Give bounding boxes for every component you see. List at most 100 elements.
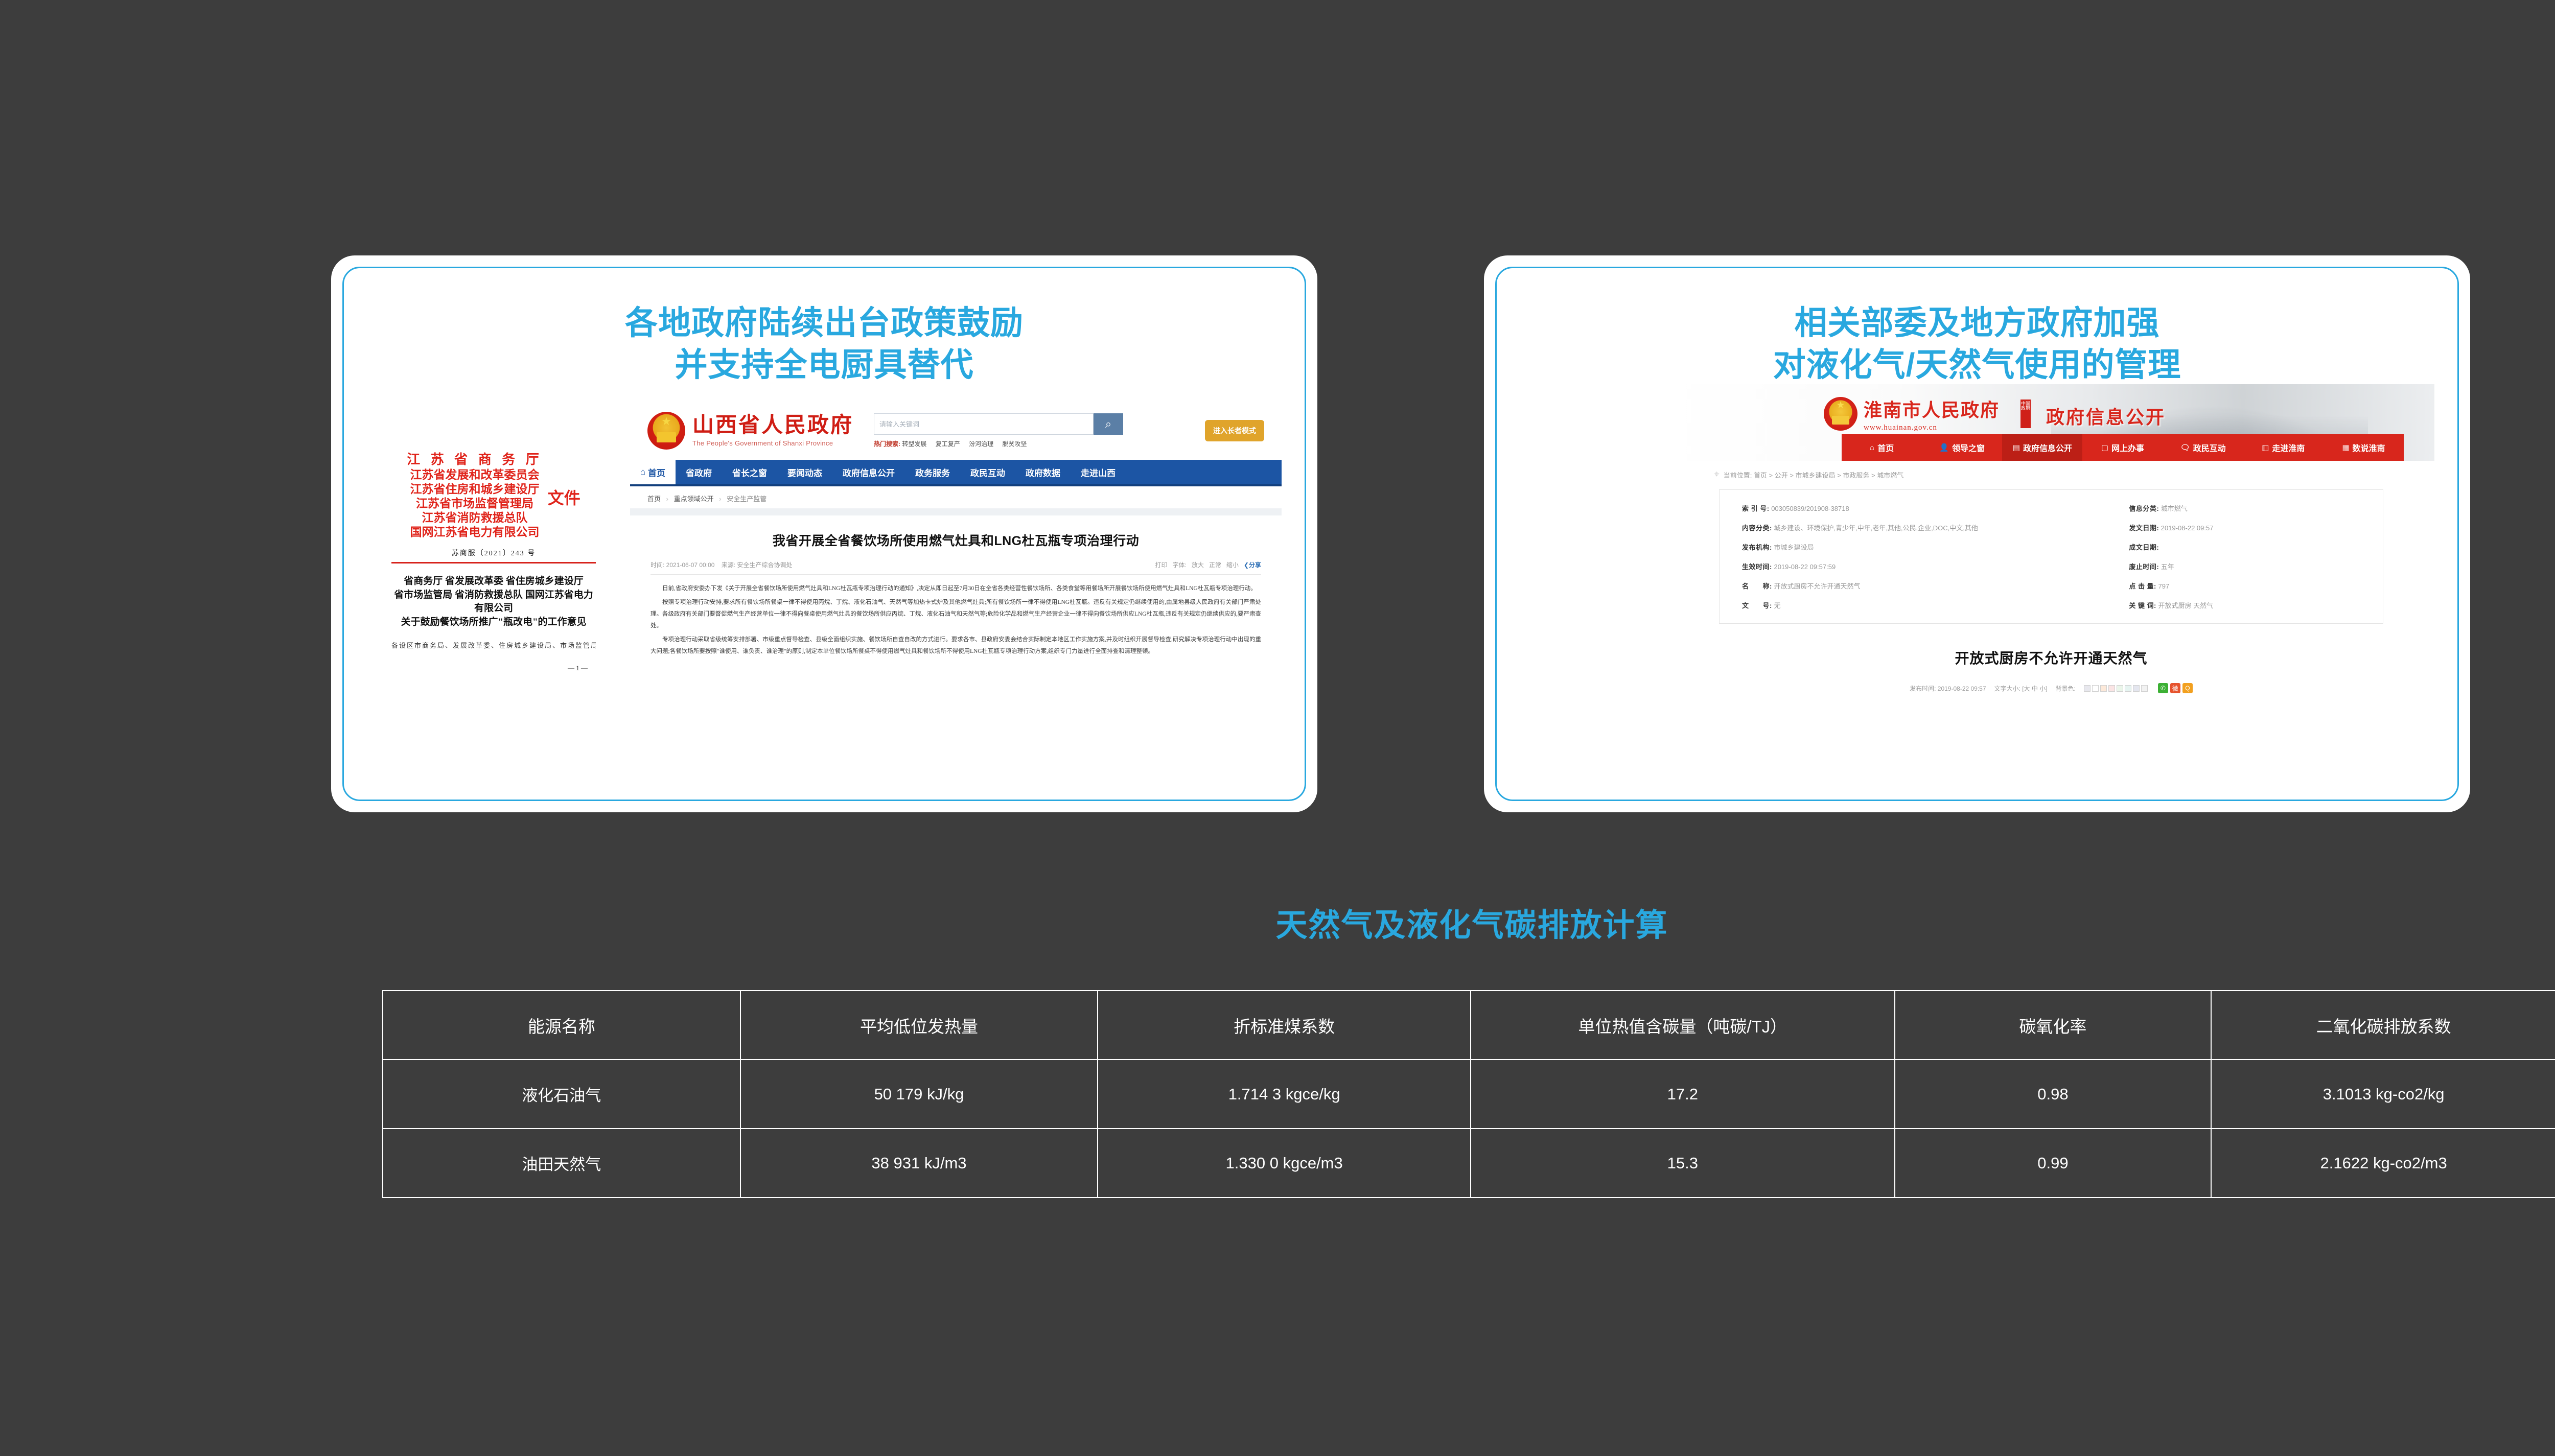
cell-coal-coefficient: 1.714 3 kgce/kg (1097, 1059, 1471, 1129)
hot-term-1[interactable]: 复工复产 (935, 440, 960, 448)
column-header-carbon-per-heat: 单位热值含碳量（吨碳/TJ） (1470, 990, 1895, 1060)
weibo-icon[interactable]: 微 (2170, 683, 2180, 693)
nav-item-info-disclosure[interactable]: ▤ 政府信息公开 (2002, 434, 2083, 461)
meta-name-label: 名 称: (1742, 582, 1772, 590)
bg-swatch-5[interactable] (2124, 685, 2131, 692)
print-button[interactable]: 打印 (1155, 561, 1168, 569)
card-left-title-line2: 并支持全电厨具替代 (675, 346, 974, 383)
meta-content-category-label: 内容分类: (1742, 524, 1772, 532)
nav-item-news[interactable]: 要闻动态 (787, 468, 822, 478)
search-input[interactable]: 请输入关键词 (874, 413, 1094, 435)
nav-item-info-disclosure-label: 政府信息公开 (2023, 444, 2072, 453)
content-band-divider (630, 508, 1282, 515)
hot-search-row: 热门搜索: 转型发展 复工复产 汾河治理 脱贫攻坚 (874, 439, 1196, 448)
huainan-brand-url: www.huainan.gov.cn (1864, 424, 1937, 432)
meta-index-number-value: 003050839/201908-38718 (1771, 505, 1849, 512)
font-larger-button[interactable]: 放大 (1191, 561, 1204, 569)
breadcrumb-item-2: 安全生产监管 (727, 495, 767, 503)
shanxi-search-area: 请输入关键词 ⌕ 热门搜索: 转型发展 复工复产 汾河治理 脱贫攻坚 (874, 413, 1196, 448)
section-title: 天然气及液化气碳排放计算 (1275, 908, 1668, 943)
document-title: 省商务厅 省发展改革委 省住房城乡建设厅 省市场监管局 省消防救援总队 国网江苏… (391, 575, 596, 629)
nav-item-home[interactable]: ⌂ 首页 (1842, 434, 1922, 461)
article-title: 我省开展全省餐饮场所使用燃气灶具和LNG杜瓦瓶专项治理行动 (772, 534, 1140, 548)
article-fontsize-control[interactable]: 文字大小: [大 中 小] (1994, 685, 2048, 692)
meta-keywords-value: 开放式厨房 天然气 (2158, 602, 2214, 609)
huainan-brand-cn: 淮南市人民政府 (1864, 400, 2000, 420)
national-emblem-icon (1824, 397, 1857, 431)
bg-swatch-3[interactable] (2108, 685, 2115, 692)
nav-item-online-services[interactable]: ▢ 网上办事 (2082, 434, 2163, 461)
nav-item-interaction[interactable]: 政民互动 (970, 468, 1005, 478)
share-label: 分享 (1248, 561, 1261, 569)
font-normal-button[interactable]: 正常 (1209, 561, 1221, 569)
nav-item-about-huainan[interactable]: ▥ 走进淮南 (2243, 434, 2324, 461)
nav-item-provincial-government[interactable]: 省政府 (686, 468, 712, 478)
book-icon: ▤ (2012, 443, 2020, 452)
people-icon: 👤 (1939, 443, 1949, 452)
card-left-title: 各地政府陆续出台政策鼓励 并支持全电厨具替代 (331, 302, 1317, 386)
nav-item-leaders[interactable]: 👤 领导之窗 (1922, 434, 2002, 461)
hot-term-3[interactable]: 脱贫攻坚 (1002, 440, 1027, 448)
nav-item-data-huainan[interactable]: ▦ 数说淮南 (2324, 434, 2404, 461)
cell-coal-coefficient: 1.330 0 kgce/m3 (1097, 1128, 1471, 1198)
bg-swatch-4[interactable] (2116, 685, 2123, 692)
font-smaller-button[interactable]: 缩小 (1226, 561, 1239, 569)
nav-item-interaction-label: 政民互动 (2193, 444, 2226, 453)
nav-item-about-shanxi[interactable]: 走进山西 (1081, 468, 1116, 478)
national-emblem-icon (647, 412, 685, 450)
cell-carbon-per-heat: 15.3 (1470, 1128, 1895, 1198)
hot-term-0[interactable]: 转型发展 (902, 440, 927, 448)
column-header-oxidation-rate: 碳氧化率 (1894, 990, 2212, 1060)
bg-swatch-1[interactable] (2092, 685, 2099, 692)
nav-item-info-disclosure[interactable]: 政府信息公开 (843, 468, 895, 478)
share-button[interactable]: ❮分享 (1243, 561, 1261, 569)
meta-completion-date-label: 成文日期: (2129, 544, 2159, 551)
nav-item-interaction[interactable]: 🗨 政民互动 (2163, 434, 2243, 461)
carbon-emission-table: 能源名称 平均低位发热量 折标准煤系数 单位热值含碳量（吨碳/TJ） 碳氧化率 … (382, 990, 2555, 1198)
hot-term-2[interactable]: 汾河治理 (969, 440, 994, 448)
nav-item-governor-window[interactable]: 省长之窗 (732, 468, 767, 478)
org-line-4: 江苏省消防救援总队 (422, 511, 528, 524)
nav-item-data-huainan-label: 数说淮南 (2352, 444, 2385, 453)
background-color-swatches[interactable] (2083, 685, 2148, 692)
breadcrumb-item-1[interactable]: 重点领域公开 (673, 495, 714, 503)
table-body: 液化石油气 50 179 kJ/kg 1.714 3 kgce/kg 17.2 … (382, 1059, 2555, 1198)
cell-oxidation-rate: 0.99 (1894, 1128, 2212, 1198)
cell-heat-value: 50 179 kJ/kg (739, 1059, 1099, 1129)
shanxi-brand: 山西省人民政府 The People's Government of Shanx… (692, 414, 853, 447)
doc-icon: ▥ (2262, 443, 2269, 452)
elder-mode-button[interactable]: 进入长者模式 (1205, 420, 1264, 441)
qq-icon[interactable]: Q (2182, 683, 2193, 693)
cell-heat-value: 38 931 kJ/m3 (739, 1128, 1099, 1198)
bg-swatch-6[interactable] (2132, 685, 2140, 692)
policy-card-right: 相关部委及地方政府加强 对液化气/天然气使用的管理 淮南市人民政府 www.hu… (1484, 255, 2470, 812)
nav-item-leaders-label: 领导之窗 (1952, 444, 1985, 453)
search-icon[interactable]: ⌕ (1094, 413, 1124, 435)
meta-expiry-time: 废止时间: 五年 (2129, 561, 2360, 571)
breadcrumb-item-0[interactable]: 首页 (647, 495, 661, 503)
bg-swatch-7[interactable] (2141, 685, 2148, 692)
article-paragraph-0: 日前,省政府安委办下发《关于开展全省餐饮场所使用燃气灶具和LNG杜瓦瓶专项治理行… (662, 585, 1257, 592)
org-line-0: 江 苏 省 商 务 厅 (407, 452, 543, 467)
meta-name-value: 开放式厨房不允许开通天然气 (1774, 582, 1861, 590)
card-right-title: 相关部委及地方政府加强 对液化气/天然气使用的管理 (1484, 302, 2470, 386)
huainan-banner: 淮南市人民政府 www.huainan.gov.cn 中国政府 政府信息公开 ⌂… (1668, 384, 2434, 461)
banner-slogan: 政府信息公开 (2046, 407, 2166, 428)
wechat-icon[interactable]: ✆ (2157, 683, 2168, 693)
bg-swatch-0[interactable] (2083, 685, 2091, 692)
meta-publisher: 发布机构: 市城乡建设局 (1742, 542, 2117, 552)
breadcrumb-separator-0: › (666, 495, 668, 503)
table-row: 液化石油气 50 179 kJ/kg 1.714 3 kgce/kg 17.2 … (382, 1059, 2555, 1129)
breadcrumb: ⌖ 当前位置: 首页 > 公开 > 市城乡建设局 > 市政服务 > 城市燃气 (1714, 469, 2434, 480)
meta-expiry-time-value: 五年 (2161, 563, 2174, 571)
social-share-buttons: ✆ 微 Q (2157, 683, 2193, 693)
bg-swatch-2[interactable] (2100, 685, 2107, 692)
meta-effective-time-label: 生效时间: (1742, 563, 1772, 571)
article-time: 时间: 2021-06-07 00:00 (651, 561, 715, 569)
meta-hits-value: 797 (2158, 582, 2170, 590)
nav-item-about-huainan-label: 走进淮南 (2272, 444, 2305, 453)
nav-item-home[interactable]: ⌂ 首页 (630, 460, 676, 484)
nav-item-data[interactable]: 政府数据 (1026, 468, 1060, 478)
article-title: 开放式厨房不允许开通天然气 (1955, 650, 2148, 666)
nav-item-services[interactable]: 政务服务 (915, 468, 950, 478)
